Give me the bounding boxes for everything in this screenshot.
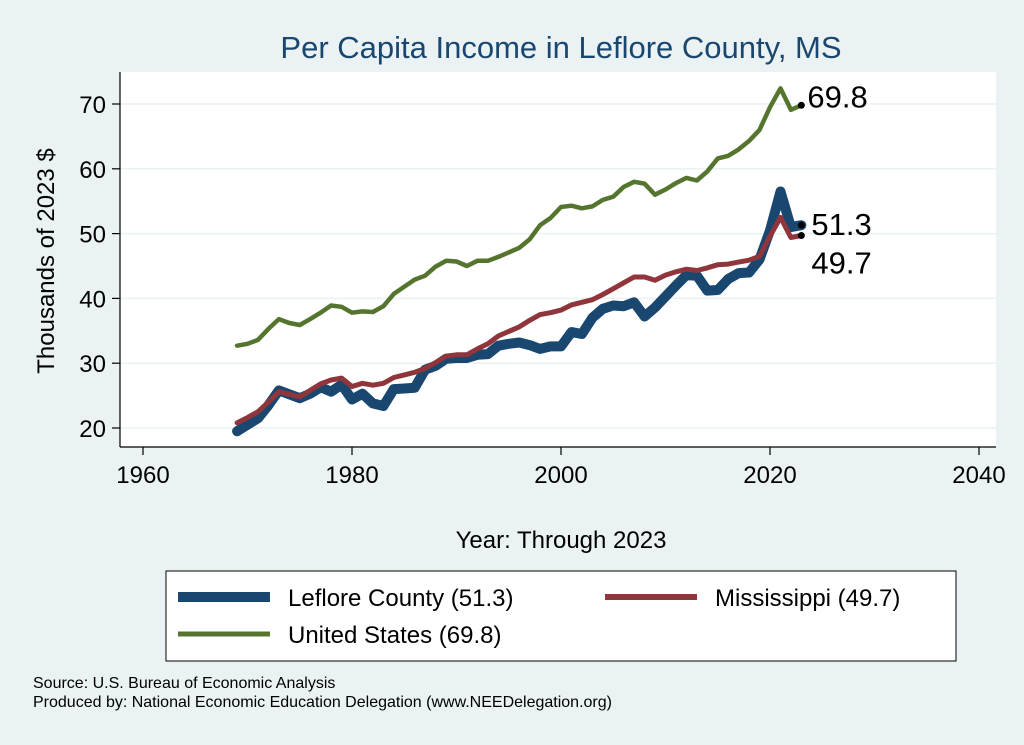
- plot-area: [120, 72, 996, 447]
- series-line-mississippi: [234, 214, 804, 426]
- end-marker-leflore: [797, 221, 805, 229]
- chart-title: Per Capita Income in Leflore County, MS: [280, 30, 841, 65]
- x-tick-label-1960: 1960: [116, 462, 169, 489]
- x-tick-label-2000: 2000: [534, 462, 587, 489]
- x-tick-label-2040: 2040: [952, 462, 1005, 489]
- legend-label-mississippi: Mississippi (49.7): [715, 585, 900, 612]
- series-line-leflore: [232, 186, 807, 437]
- legend-box: [165, 570, 957, 662]
- x-tick-label-1980: 1980: [325, 462, 378, 489]
- legend: Leflore County (51.3) Mississippi (49.7)…: [165, 570, 957, 662]
- series-line-united-states: [234, 86, 804, 348]
- y-tick-label-60: 60: [79, 157, 106, 184]
- y-axis-title: Thousands of 2023 $: [33, 148, 60, 374]
- end-label-united-states: 69.8: [807, 79, 867, 114]
- axes: 20 30 40 50 60 70 1960 1980 2000 2020 2040: [79, 72, 1006, 489]
- produced-by-note: Produced by: National Economic Education…: [33, 694, 612, 711]
- end-label-leflore: 51.3: [811, 207, 871, 242]
- end-marker-united-states: [797, 101, 805, 109]
- gridlines: [120, 103, 996, 429]
- x-axis-title: Year: Through 2023: [456, 527, 667, 554]
- series-layer: [232, 86, 807, 437]
- y-tick-label-70: 70: [79, 92, 106, 119]
- legend-label-united-states: United States (69.8): [288, 622, 501, 649]
- end-labels: 51.3 49.7 69.8: [797, 79, 872, 281]
- y-tick-label-20: 20: [79, 416, 106, 443]
- x-tick-label-2020: 2020: [743, 462, 796, 489]
- y-tick-label-50: 50: [79, 222, 106, 249]
- legend-label-leflore: Leflore County (51.3): [288, 585, 513, 612]
- end-marker-mississippi: [797, 232, 805, 240]
- y-tick-label-40: 40: [79, 286, 106, 313]
- y-tick-label-30: 30: [79, 351, 106, 378]
- end-label-mississippi: 49.7: [811, 246, 871, 281]
- source-note: Source: U.S. Bureau of Economic Analysis: [33, 675, 335, 692]
